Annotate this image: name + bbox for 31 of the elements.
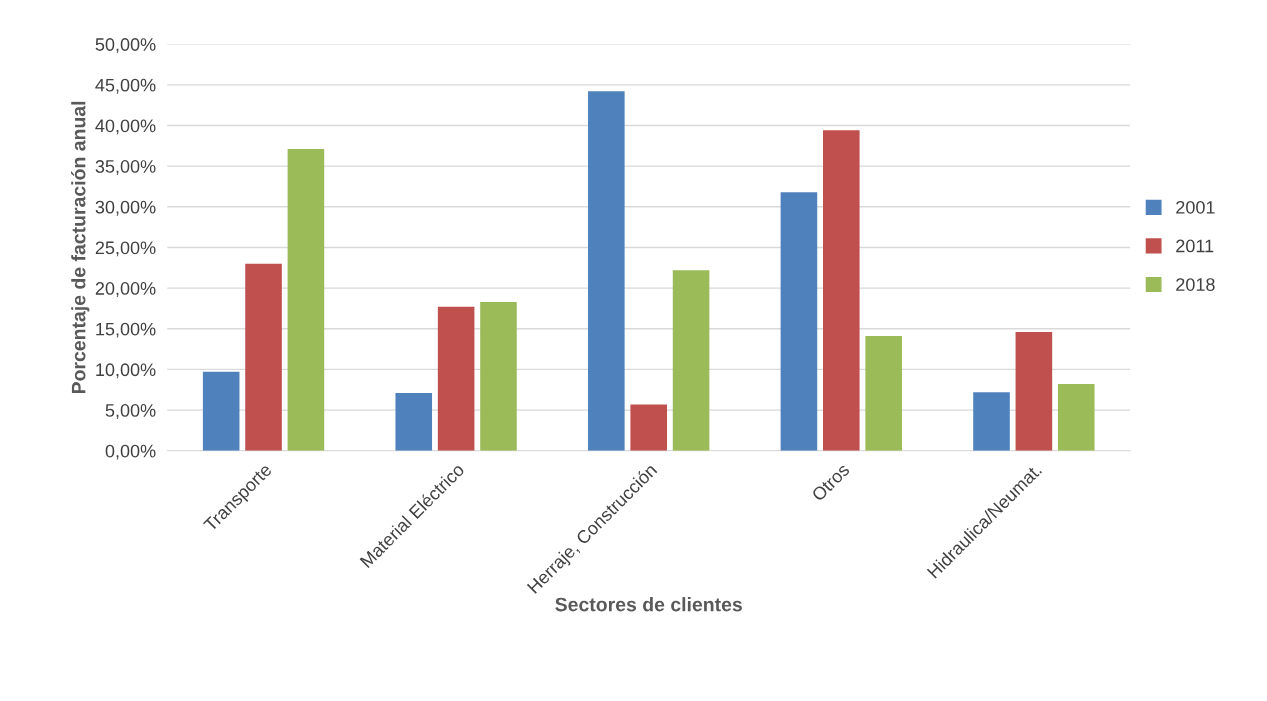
y-tick-label: 10,00% (96, 363, 156, 379)
bar (1057, 384, 1095, 451)
legend-label: 2011 (1176, 239, 1214, 253)
y-tick-label: 25,00% (95, 241, 156, 257)
x-axis-title: Sectores de clientes (555, 597, 742, 612)
bar (630, 404, 667, 451)
legend-label: 2018 (1176, 278, 1215, 291)
y-tick-label: 45,00% (95, 78, 156, 94)
bar (395, 393, 433, 451)
y-tick-label: 35,00% (95, 160, 156, 175)
bar (245, 263, 282, 451)
bar (780, 192, 818, 451)
legend-label: 2001 (1176, 200, 1215, 214)
bar (1015, 332, 1053, 451)
bar (588, 91, 625, 451)
bar (973, 392, 1010, 451)
bar (822, 130, 860, 451)
bar (202, 371, 240, 451)
bar (437, 306, 475, 451)
y-tick-label: 20,00% (95, 282, 156, 297)
y-tick-label: 0,00% (105, 444, 156, 460)
y-tick-label: 30,00% (95, 200, 156, 216)
y-tick-label: 5,00% (105, 404, 156, 419)
bar (287, 149, 325, 451)
bar (865, 336, 902, 451)
y-tick-label: 15,00% (96, 322, 156, 338)
y-tick-label: 50,00% (95, 38, 156, 54)
y-tick-label: 40,00% (95, 119, 156, 135)
y-axis-title: Porcentaje de facturación anual (71, 101, 90, 394)
bar (480, 301, 517, 451)
bar (672, 270, 710, 451)
